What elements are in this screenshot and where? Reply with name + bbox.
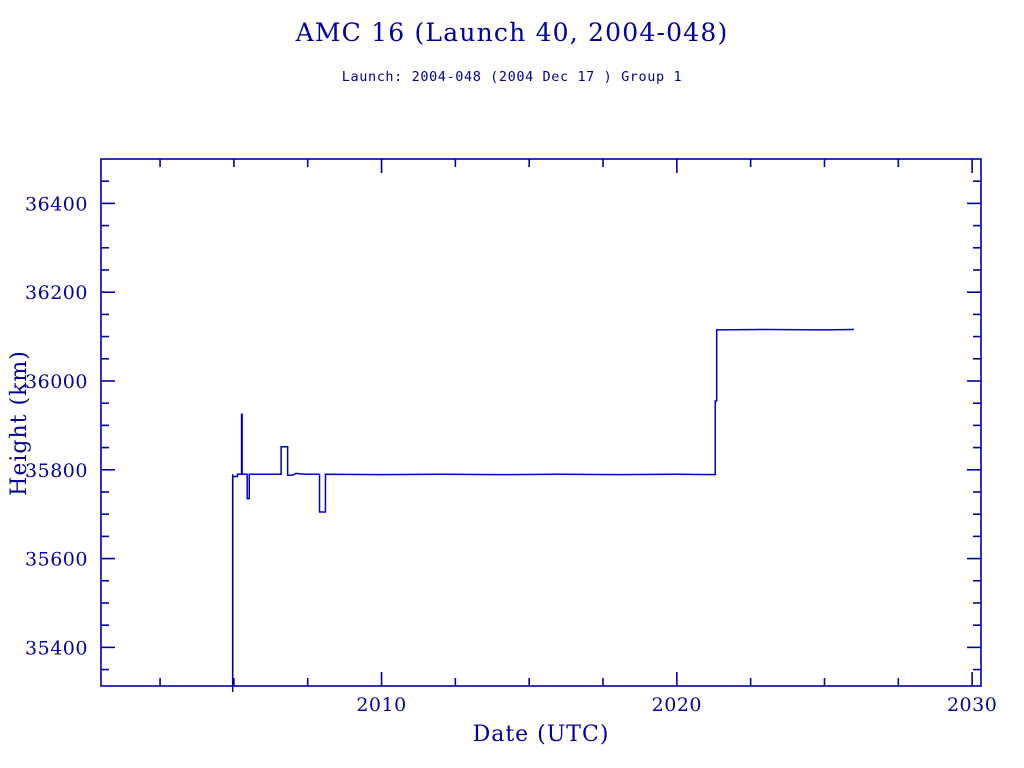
y-tick-label: 35600	[25, 549, 88, 571]
height-series-line	[231, 328, 855, 686]
y-tick-label: 35400	[25, 637, 88, 659]
x-tick-label: 2030	[947, 694, 997, 716]
plot-frame	[100, 158, 982, 687]
chart-title: AMC 16 (Launch 40, 2004-048)	[295, 18, 729, 47]
x-tick-label: 2010	[356, 694, 406, 716]
x-axis-ticks: 2010 2020 2030	[159, 159, 997, 716]
data-series-group	[231, 328, 855, 692]
x-axis-label: Date (UTC)	[473, 722, 610, 747]
y-axis-label: Height (km)	[7, 350, 32, 496]
y-tick-label: 36200	[25, 282, 88, 304]
chart-subtitle: Launch: 2004-048 (2004 Dec 17 ) Group 1	[342, 69, 682, 85]
y-tick-label: 36000	[25, 371, 88, 393]
x-tick-label: 2020	[652, 694, 702, 716]
y-tick-label: 36400	[25, 193, 88, 215]
y-tick-label: 35800	[25, 460, 88, 482]
y-axis-ticks: 35400 35600 35800 36000 36200 36400	[25, 180, 981, 671]
